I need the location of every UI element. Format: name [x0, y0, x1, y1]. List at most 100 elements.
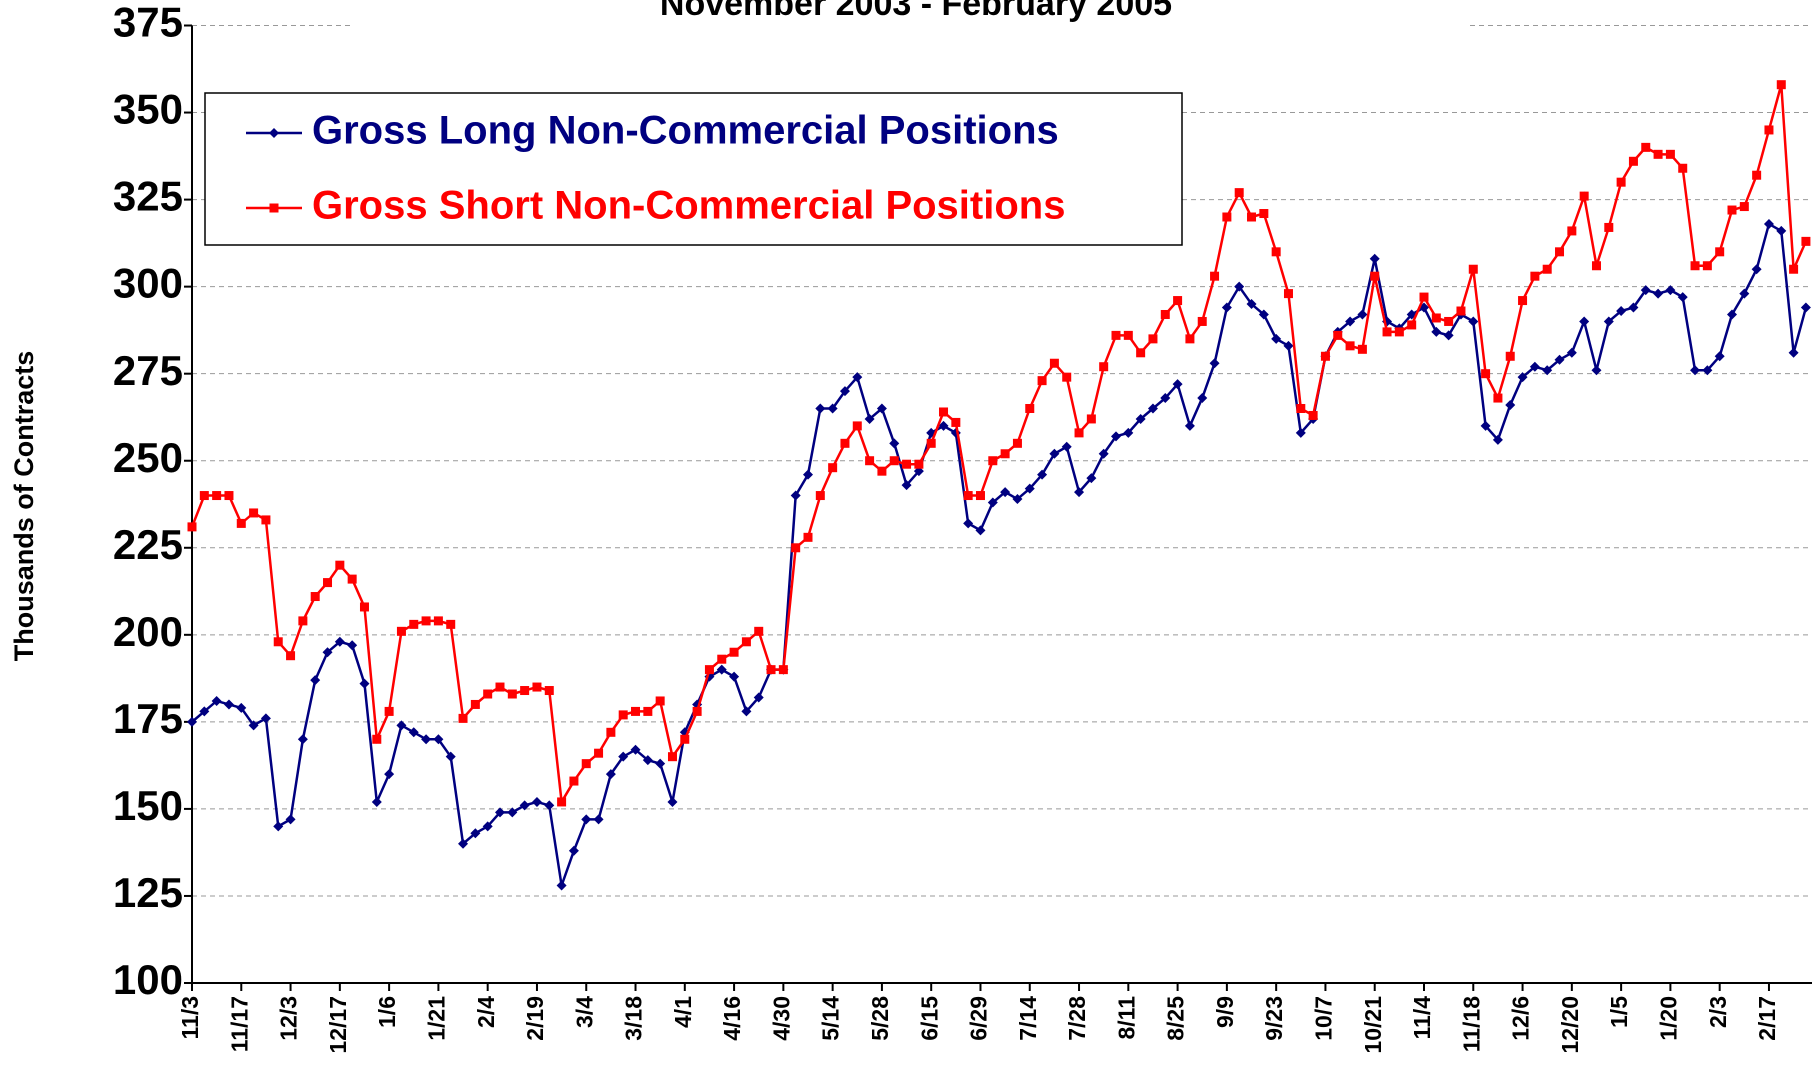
diamond-marker: [421, 734, 432, 745]
y-tick-label: 250: [113, 434, 183, 481]
diamond-marker: [667, 796, 678, 807]
square-marker: [1320, 351, 1330, 361]
square-marker: [1468, 264, 1478, 274]
diamond-marker: [248, 720, 259, 731]
square-marker: [594, 748, 604, 758]
x-tick-label: 1/6: [374, 996, 400, 1028]
diamond-marker: [1714, 351, 1725, 362]
x-tick-label: 3/18: [621, 996, 647, 1041]
square-marker: [840, 438, 850, 448]
square-marker: [729, 647, 739, 657]
square-marker: [433, 616, 443, 626]
square-marker: [692, 706, 702, 716]
x-tick-label: 4/16: [719, 996, 745, 1041]
diamond-marker: [199, 706, 210, 717]
diamond-marker: [458, 838, 469, 849]
chart-title: November 2003 - February 2005: [660, 0, 1172, 23]
x-tick-label: 10/7: [1311, 996, 1337, 1041]
diamond-marker: [1086, 473, 1097, 484]
y-tick-label: 175: [113, 695, 183, 742]
diamond-marker: [544, 800, 555, 811]
legend-label: Gross Long Non-Commercial Positions: [312, 109, 1059, 153]
square-marker: [446, 619, 456, 629]
y-tick-label: 150: [113, 782, 183, 829]
square-marker: [396, 626, 406, 636]
square-marker: [1665, 149, 1675, 159]
square-marker: [470, 699, 480, 709]
x-tick-label: 12/3: [276, 996, 302, 1041]
diamond-marker: [1283, 340, 1294, 351]
square-marker: [902, 459, 912, 469]
square-marker: [372, 734, 382, 744]
square-marker: [1086, 414, 1096, 424]
diamond-marker: [1197, 393, 1208, 404]
diamond-marker: [1246, 299, 1257, 310]
y-tick-label: 125: [113, 869, 183, 916]
diamond-marker: [1739, 288, 1750, 299]
square-marker: [1764, 125, 1774, 135]
square-marker: [557, 797, 567, 807]
diamond-marker: [1172, 379, 1183, 390]
x-tick-label: 12/20: [1557, 996, 1583, 1054]
square-marker: [791, 543, 801, 553]
legend: Gross Long Non-Commercial Positions Gross…: [204, 92, 1183, 246]
square-marker: [347, 574, 357, 584]
square-marker: [1197, 316, 1207, 326]
square-marker: [1579, 191, 1589, 201]
x-tick-label: 8/11: [1113, 996, 1139, 1040]
square-marker: [1345, 341, 1355, 351]
y-tick-label: 100: [113, 956, 183, 1003]
diamond-marker: [384, 769, 395, 780]
diamond-marker: [1566, 347, 1577, 358]
diamond-marker: [1111, 431, 1121, 442]
x-tick-label: 7/28: [1064, 996, 1090, 1041]
square-marker: [269, 203, 279, 213]
diamond-marker: [1295, 427, 1306, 438]
square-marker: [261, 515, 271, 525]
square-marker: [963, 491, 973, 501]
diamond-marker: [1776, 225, 1787, 236]
diamond-marker: [1628, 302, 1639, 313]
diamond-marker: [1049, 448, 1060, 459]
diamond-marker: [1431, 326, 1442, 337]
x-tick-label: 9/9: [1212, 996, 1238, 1028]
diamond-marker: [1603, 316, 1614, 327]
x-tick-label: 2/19: [522, 996, 548, 1041]
square-marker: [606, 727, 616, 737]
square-marker: [1493, 393, 1503, 403]
square-marker: [1518, 296, 1528, 306]
diamond-marker: [889, 438, 900, 449]
x-tick-label: 4/30: [768, 996, 794, 1041]
y-tick-label: 275: [113, 347, 183, 394]
diamond-marker: [371, 796, 382, 807]
diamond-marker: [1345, 316, 1356, 327]
x-tick-label: 3/4: [571, 996, 597, 1028]
x-tick-label: 6/15: [916, 996, 942, 1041]
x-tick-label: 9/23: [1261, 996, 1287, 1041]
square-marker: [1505, 351, 1515, 361]
diamond-marker: [1665, 285, 1676, 296]
diamond-marker: [1123, 427, 1134, 438]
diamond-marker: [963, 518, 974, 529]
x-tick-label: 4/1: [670, 996, 696, 1028]
diamond-marker: [310, 675, 321, 686]
square-marker: [1136, 348, 1146, 358]
square-marker: [1604, 222, 1614, 232]
square-marker: [852, 421, 862, 431]
square-marker: [1419, 292, 1429, 302]
diamond-marker: [1098, 448, 1109, 459]
square-marker: [1776, 80, 1786, 90]
square-marker: [754, 626, 764, 636]
diamond-marker: [297, 734, 308, 745]
x-tick-label: 11/18: [1458, 996, 1484, 1052]
diamond-marker: [236, 702, 247, 713]
series-line: [191, 222, 1808, 886]
square-marker: [865, 456, 875, 466]
diamond-marker: [1788, 347, 1799, 358]
square-marker: [409, 619, 419, 629]
y-tick-label: 350: [113, 86, 183, 133]
square-marker: [569, 776, 579, 786]
x-tick-label: 2/3: [1705, 996, 1731, 1028]
square-marker: [1431, 313, 1441, 323]
square-marker: [1099, 362, 1109, 372]
